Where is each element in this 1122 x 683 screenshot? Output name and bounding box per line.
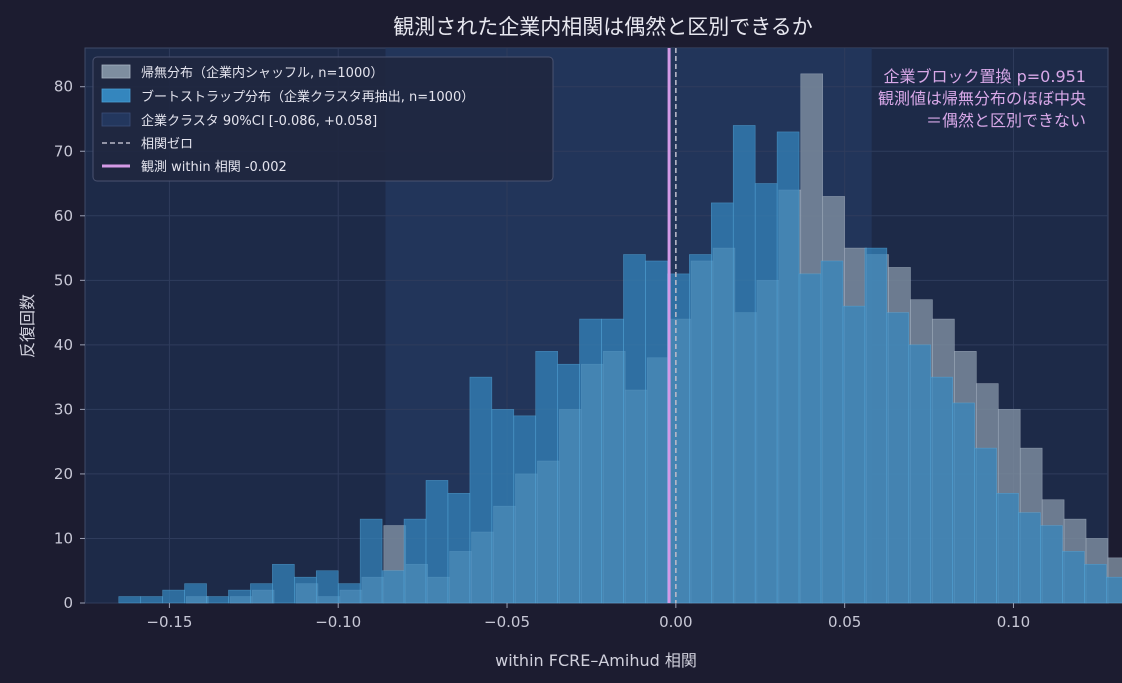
bootstrap-bar (1040, 525, 1063, 604)
bootstrap-bar (579, 318, 602, 604)
bootstrap-bar (710, 202, 734, 604)
bootstrap-bar (732, 125, 756, 604)
bootstrap-bar (842, 305, 866, 604)
x-tick-label: 0.10 (997, 613, 1030, 631)
bootstrap-bar (381, 570, 405, 604)
chart-title: 観測された企業内相関は偶然と区別できるか (393, 15, 813, 39)
y-tick-label: 10 (54, 529, 73, 547)
bootstrap-bar (469, 376, 493, 604)
legend-swatch-null (101, 64, 131, 79)
x-axis-label: within FCRE–Amihud 相関 (495, 651, 697, 670)
legend: 帰無分布（企業内シャッフル, n=1000） ブートストラップ分布（企業クラスタ… (92, 56, 554, 182)
bootstrap-bar (1018, 512, 1041, 604)
y-tick-label: 40 (54, 336, 73, 354)
bootstrap-bar (162, 589, 185, 604)
x-axis-ticks: −0.15 −0.10 −0.05 0.00 0.05 0.10 (146, 603, 1030, 631)
x-tick-label: 0.05 (828, 613, 861, 631)
bootstrap-bar (908, 344, 932, 604)
bootstrap-bar (776, 131, 800, 604)
bootstrap-bar (491, 409, 515, 604)
x-tick-label: −0.15 (146, 613, 192, 631)
y-tick-label: 70 (54, 142, 73, 160)
legend-swatch-ci (101, 112, 131, 127)
bootstrap-bar (798, 273, 822, 604)
legend-swatch-bootstrap (101, 88, 131, 103)
bootstrap-bar (447, 492, 471, 604)
bootstrap-bar (886, 312, 910, 604)
legend-label-observed: 観測 within 相関 -0.002 (141, 160, 287, 175)
bootstrap-bar (667, 273, 690, 604)
y-axis-ticks: 0 10 20 30 40 50 60 70 80 (54, 78, 85, 612)
legend-label-bootstrap: ブートストラップ分布（企業クラスタ再抽出, n=1000） (141, 89, 474, 105)
annotation-conclusion: ＝偶然と区別できない (926, 111, 1086, 130)
bootstrap-bar (184, 583, 207, 604)
bootstrap-bar (820, 260, 844, 604)
y-tick-label: 80 (54, 78, 73, 96)
bootstrap-bar (754, 183, 778, 604)
y-tick-label: 50 (54, 271, 73, 289)
bootstrap-bar (645, 260, 668, 604)
x-tick-label: −0.05 (484, 613, 530, 631)
bootstrap-bar (228, 589, 251, 604)
bootstrap-bar (359, 518, 383, 604)
bootstrap-bar (1106, 576, 1122, 604)
bootstrap-bar (315, 570, 339, 604)
annotation-center: 観測値は帰無分布のほぼ中央 (878, 89, 1086, 108)
y-tick-label: 30 (54, 400, 73, 418)
bootstrap-bar (557, 363, 580, 604)
bootstrap-bar (118, 596, 142, 604)
bootstrap-bar (294, 576, 317, 604)
bootstrap-bar (535, 351, 558, 604)
bootstrap-distribution-bars (118, 125, 1122, 604)
bootstrap-bar (1062, 551, 1085, 604)
y-tick-label: 0 (63, 594, 73, 612)
bootstrap-bar (623, 254, 646, 604)
bootstrap-bar (974, 447, 997, 604)
bootstrap-bar (206, 596, 229, 604)
legend-box (92, 56, 554, 182)
x-tick-label: −0.10 (315, 613, 361, 631)
x-tick-label: 0.00 (659, 613, 692, 631)
bootstrap-bar (689, 254, 712, 604)
bootstrap-bar (952, 402, 975, 604)
legend-label-zero: 相関ゼロ (141, 137, 193, 152)
bootstrap-bar (1084, 563, 1107, 604)
legend-label-null: 帰無分布（企業内シャッフル, n=1000） (141, 65, 383, 81)
bootstrap-bar (140, 596, 163, 604)
bootstrap-bar (513, 415, 537, 604)
annotation: 企業ブロック置換 p=0.951 観測値は帰無分布のほぼ中央 ＝偶然と区別できな… (878, 67, 1086, 130)
legend-label-ci: 企業クラスタ 90%CI [-0.086, +0.058] (141, 113, 377, 129)
bootstrap-bar (996, 492, 1019, 604)
bootstrap-bar (601, 318, 624, 604)
y-tick-label: 60 (54, 207, 73, 225)
bootstrap-bar (250, 583, 273, 604)
bootstrap-bar (337, 583, 361, 604)
bootstrap-bar (403, 518, 427, 604)
bootstrap-bar (864, 247, 888, 604)
y-tick-label: 20 (54, 465, 73, 483)
bootstrap-bar (425, 480, 449, 604)
annotation-pvalue: 企業ブロック置換 p=0.951 (884, 67, 1086, 86)
bootstrap-bar (930, 376, 953, 604)
reference-lines (667, 48, 677, 603)
y-axis-label: 反復回数 (18, 294, 37, 358)
bootstrap-bar (272, 563, 295, 604)
